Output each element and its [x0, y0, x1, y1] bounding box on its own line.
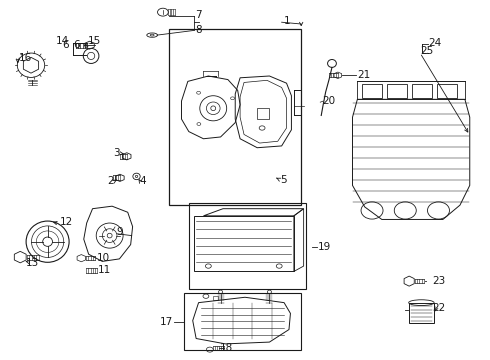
Bar [213, 296, 218, 300]
Bar [194, 216, 294, 271]
Bar [409, 303, 434, 323]
Text: 16: 16 [19, 53, 32, 63]
Text: 9: 9 [116, 227, 122, 237]
Text: 12: 12 [59, 217, 73, 227]
Text: 14: 14 [56, 36, 69, 46]
Text: 18: 18 [220, 343, 233, 353]
Text: 13: 13 [26, 258, 39, 268]
Text: 20: 20 [322, 96, 335, 106]
Text: 15: 15 [88, 36, 101, 46]
Text: 21: 21 [357, 70, 370, 80]
Text: 6: 6 [73, 40, 80, 50]
Text: 19: 19 [318, 242, 331, 252]
Text: 3: 3 [113, 148, 120, 158]
Text: 25: 25 [420, 46, 433, 56]
Bar [189, 203, 306, 289]
Bar [362, 84, 382, 98]
Text: 8: 8 [195, 25, 202, 35]
Text: 6: 6 [63, 40, 69, 50]
Text: 4: 4 [140, 176, 146, 186]
Text: 11: 11 [98, 265, 111, 275]
Text: 22: 22 [433, 303, 446, 314]
Bar [387, 84, 407, 98]
Text: 1: 1 [284, 16, 291, 26]
Text: 7: 7 [195, 10, 202, 20]
Bar [437, 84, 457, 98]
Bar [257, 108, 270, 119]
Text: 17: 17 [159, 318, 172, 327]
Bar [169, 30, 301, 205]
Text: 2: 2 [107, 176, 114, 186]
Text: 5: 5 [280, 175, 287, 185]
Text: 24: 24 [429, 38, 442, 48]
Bar [412, 84, 432, 98]
Text: 23: 23 [433, 276, 446, 286]
Text: 10: 10 [97, 253, 110, 263]
Bar [184, 293, 301, 350]
